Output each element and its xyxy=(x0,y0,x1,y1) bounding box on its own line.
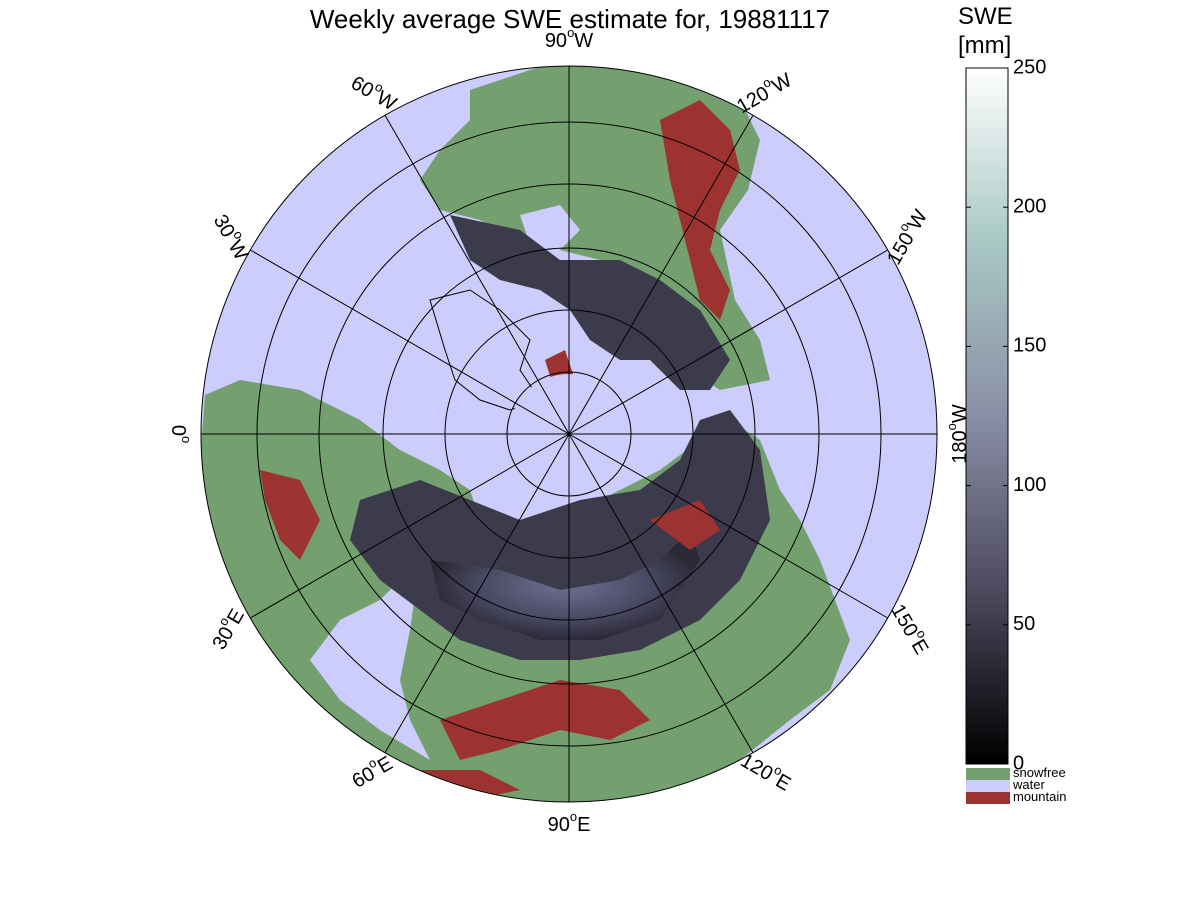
colorbar-tick-label: 150 xyxy=(1013,335,1046,357)
longitude-label: 90oE xyxy=(548,809,591,836)
colorbar xyxy=(965,67,1009,765)
map-title: Weekly average SWE estimate for, 1988111… xyxy=(309,4,831,34)
colorbar-tick-label: 200 xyxy=(1013,195,1046,217)
colorbar-title-line1: SWE xyxy=(958,3,1013,30)
colorbar-tick-label: 0 xyxy=(1013,752,1024,774)
longitude-label: 90oW xyxy=(545,25,593,52)
canada-snow xyxy=(450,215,730,390)
legend-label: mountain xyxy=(1013,789,1067,804)
colorbar-tick-label: 100 xyxy=(1013,474,1046,496)
meridian-lines xyxy=(201,66,937,802)
map-border xyxy=(200,65,938,803)
land-layer xyxy=(201,66,850,802)
legend-swatch xyxy=(966,780,1010,792)
legend-swatch xyxy=(966,792,1010,804)
legend-label: snowfree xyxy=(1013,765,1066,780)
colorbar-tick-label: 250 xyxy=(1013,56,1046,78)
colorbar-tick-label: 50 xyxy=(1013,613,1035,635)
himalaya-mountains xyxy=(420,770,520,800)
longitude-label: 120oE xyxy=(736,746,796,796)
central-asia-mountains xyxy=(440,680,650,760)
longitude-label: 150oW xyxy=(879,204,932,269)
legend-swatch xyxy=(966,768,1010,780)
legend-label: water xyxy=(1013,777,1045,792)
alps-mountains xyxy=(260,470,320,560)
rockies-mountains xyxy=(660,100,740,320)
east-siberia-mountains xyxy=(650,500,720,550)
longitude-label: 30oE xyxy=(204,603,249,654)
longitude-label: 120oW xyxy=(731,65,796,118)
longitude-label: 60oW xyxy=(347,68,402,115)
colorbar-ticks: 0 50 100 150 200 250 xyxy=(966,56,1046,774)
longitude-label: 0o xyxy=(167,425,194,443)
colorbar-title-line2: [mm] xyxy=(958,32,1012,59)
colorbar-title: SWE [mm] xyxy=(958,2,1013,60)
meridian-line xyxy=(250,249,888,619)
hudson-bay-water xyxy=(520,205,580,250)
siberia-snow-core xyxy=(430,530,700,640)
longitude-label: 150oE xyxy=(886,598,936,658)
